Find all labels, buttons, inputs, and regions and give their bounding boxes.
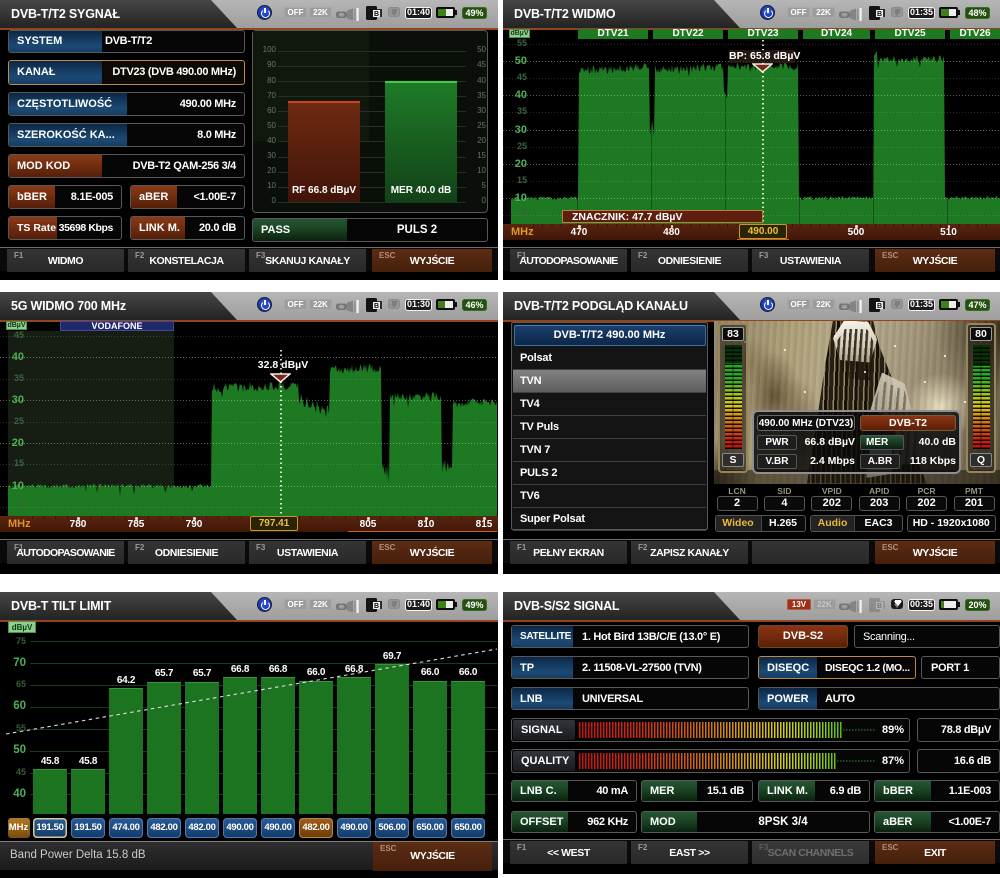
svg-text:B: B — [374, 602, 379, 609]
svg-text:B: B — [877, 302, 882, 309]
svg-text:B: B — [877, 10, 882, 17]
svg-text:B: B — [374, 10, 379, 17]
svg-text:B: B — [374, 302, 379, 309]
svg-text:B: B — [877, 602, 882, 609]
